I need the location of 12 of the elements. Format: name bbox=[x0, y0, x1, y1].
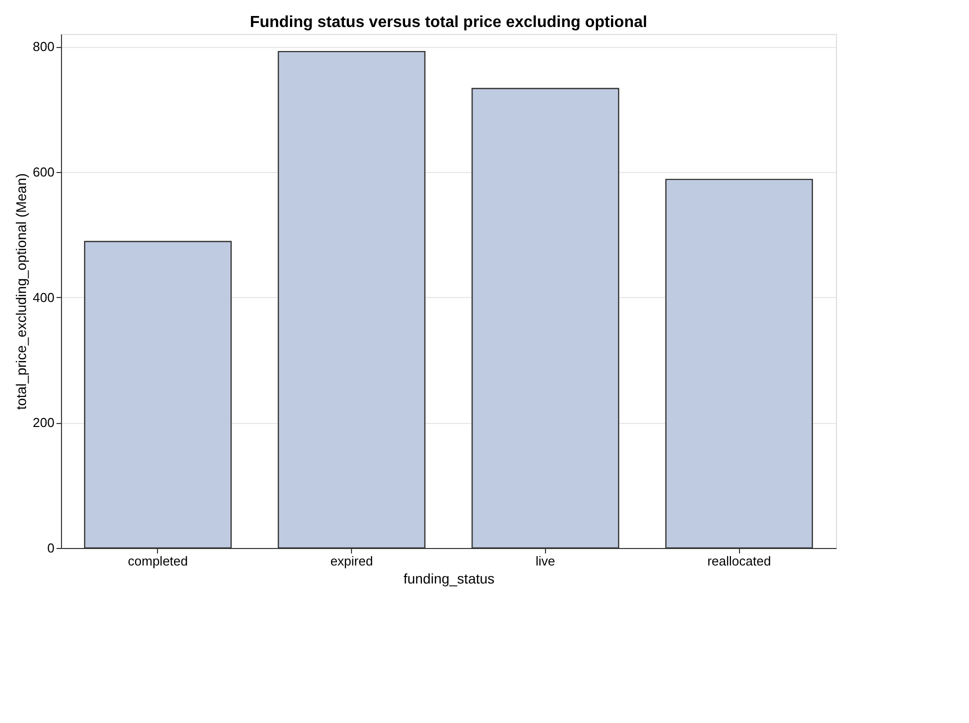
chart-title: Funding status versus total price excluding optional bbox=[250, 14, 648, 31]
y-tick-label: 400 bbox=[32, 290, 54, 305]
x-tick-label: live bbox=[536, 554, 556, 568]
y-tick-label: 0 bbox=[47, 540, 54, 556]
x-tick-label: reallocated bbox=[707, 554, 771, 568]
x-tick-label: completed bbox=[128, 554, 188, 568]
y-tick-label: 200 bbox=[32, 415, 54, 430]
x-tick-label: expired bbox=[330, 554, 373, 568]
y-tick-label: 800 bbox=[32, 39, 54, 54]
y-axis-title: total_price_excluding_optional (Mean) bbox=[12, 173, 29, 410]
x-axis-title: funding_status bbox=[403, 570, 495, 586]
y-tick-label: 600 bbox=[32, 164, 54, 180]
